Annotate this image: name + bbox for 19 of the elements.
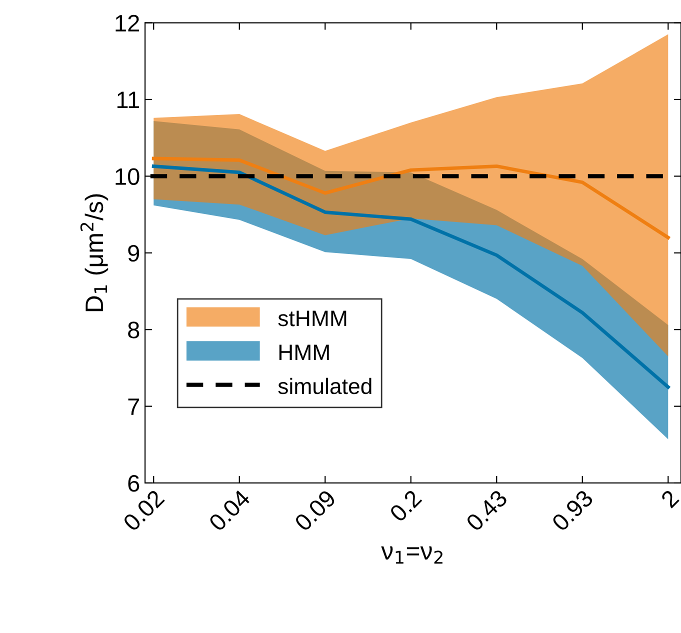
y-tick-label: 10: [116, 168, 140, 185]
x-tick-label: 0.93: [550, 489, 594, 532]
y-tick-label: 7: [128, 398, 140, 415]
y-tick-label: 12: [116, 14, 140, 32]
legend-label: HMM: [279, 344, 329, 360]
y-axis-title: D$_{1}$ (μm$^{2}$/s): [80, 194, 108, 312]
x-tick-label: 0.2: [388, 489, 422, 523]
y-tick-label: 11: [117, 92, 140, 108]
legend-label: simulated: [278, 378, 372, 394]
x-tick-label: 0.04: [208, 488, 252, 532]
x-tick-label: 0.43: [465, 489, 508, 532]
y-tick-label: 9: [128, 244, 140, 262]
line-series: [152, 156, 670, 240]
x-axis-title: ν$_{1}$=ν$_{2}$: [381, 546, 442, 564]
y-tick-label: 6: [128, 475, 140, 492]
legend-label: stHMM: [278, 310, 346, 326]
y-tick-label: 8: [128, 322, 140, 338]
x-tick-label: 0.09: [294, 489, 337, 532]
x-tick-label: 2: [660, 489, 680, 508]
